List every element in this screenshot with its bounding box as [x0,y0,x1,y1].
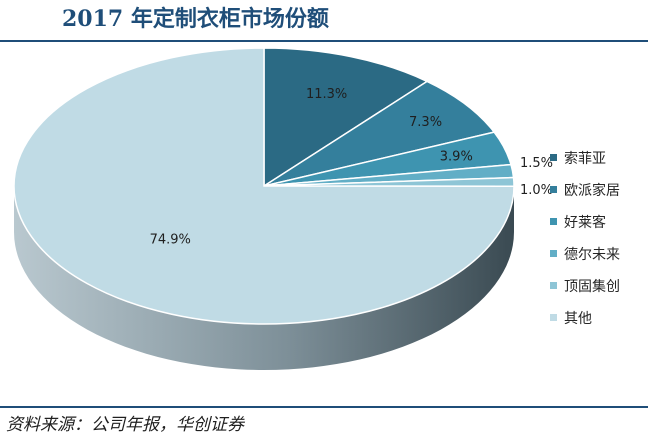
data-label-5: 1.0% [520,183,553,198]
pie-top [13,47,515,325]
legend-swatch-5 [550,282,557,289]
legend-swatch-2 [550,186,557,193]
data-label-4: 1.5% [520,156,553,171]
legend-label-4: 德尔未来 [564,247,620,263]
legend-label-5: 顶固集创 [564,278,620,295]
pie-side-wall [14,186,514,370]
legend-swatch-1 [550,154,557,161]
data-label-2: 7.3% [409,115,442,130]
pie-side [14,186,514,370]
legend-swatch-6 [550,314,557,321]
pie-slice-6 [13,47,515,325]
legend-swatch-3 [550,218,557,225]
legend-swatch-4 [550,250,557,257]
data-label-3: 3.9% [440,150,473,165]
source-rule [0,406,648,408]
data-labels: 11.3% 7.3% 3.9% 1.5% 1.0% 74.9% [150,87,553,248]
legend-label-6: 其他 [564,311,592,327]
pie-slice-1 [263,47,429,188]
legend-label-1: 索菲亚 [564,150,606,167]
title-rule [0,40,648,42]
legend-label-2: 欧派家居 [564,182,620,199]
legend-label-3: 好莱客 [564,214,606,231]
pie-chart: 11.3% 7.3% 3.9% 1.5% 1.0% 74.9% 索菲亚欧派家居好莱客德尔未… [13,47,620,370]
source-note: 资料来源：公司年报，华创证券 [6,415,244,435]
pie-slice-2 [263,80,496,187]
data-label-6: 74.9% [150,233,191,248]
chart-title: 2017 年定制衣柜市场份额 [62,6,329,32]
data-label-1: 11.3% [306,87,347,102]
